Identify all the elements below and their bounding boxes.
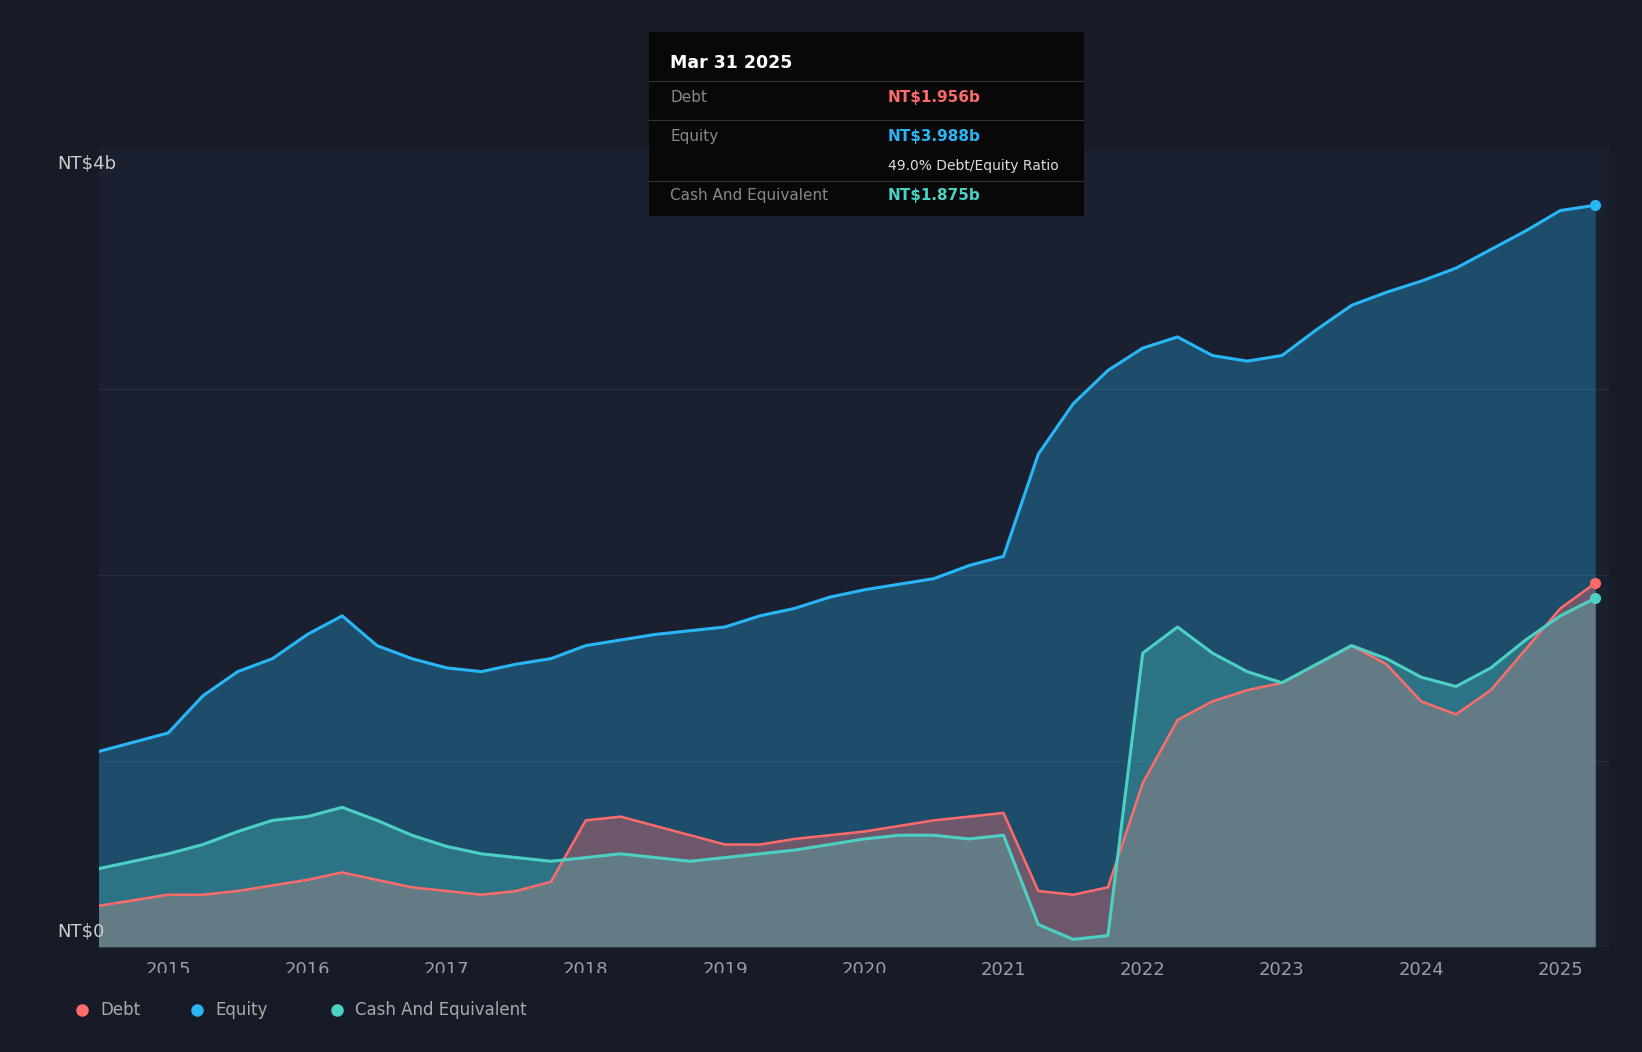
Text: Equity: Equity [670, 129, 719, 144]
Text: NT$1.875b: NT$1.875b [888, 188, 980, 203]
Text: NT$0: NT$0 [57, 922, 105, 940]
Text: NT$3.988b: NT$3.988b [888, 129, 980, 144]
Text: Debt: Debt [100, 1000, 140, 1019]
Text: NT$4b: NT$4b [57, 154, 117, 173]
Text: Cash And Equivalent: Cash And Equivalent [355, 1000, 527, 1019]
Text: 49.0% Debt/Equity Ratio: 49.0% Debt/Equity Ratio [888, 159, 1059, 173]
Text: Mar 31 2025: Mar 31 2025 [670, 54, 793, 72]
Text: Debt: Debt [670, 90, 708, 105]
Text: NT$1.956b: NT$1.956b [888, 90, 980, 105]
Text: Equity: Equity [215, 1000, 268, 1019]
Text: Cash And Equivalent: Cash And Equivalent [670, 188, 829, 203]
